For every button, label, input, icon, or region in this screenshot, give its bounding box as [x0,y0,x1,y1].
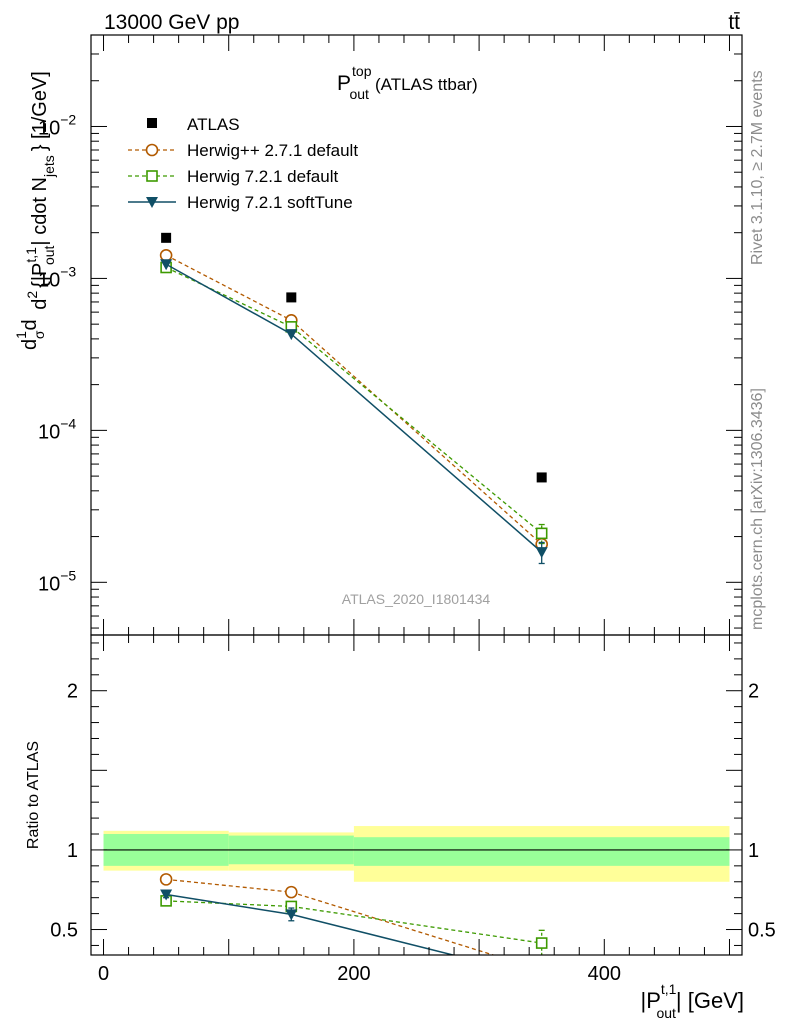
ratio-xtick-label: 200 [337,963,370,985]
legend-label-herwigpp: Herwig++ 2.7.1 default [187,141,358,160]
ratio-point-softtune [285,909,298,921]
main-ytick-label: 10−3 [38,263,76,291]
main-ytick-label: 10−5 [38,567,76,595]
main-point-atlas [536,472,547,483]
main-ylabel: d1 σd d2{|Pt,1 out| cdot Njets} [1/GeV] [13,71,57,350]
ratio-ytick-label-left: 2 [67,681,78,703]
ratio-point-herwig721 [535,937,548,949]
plot-title: Ptop out (ATLAS ttbar) [337,63,478,102]
ratio-line-herwig721 [166,900,542,944]
main-point-herwigpp [159,248,173,262]
ratio-ytick-label-right: 2 [748,681,759,703]
ratio-point-herwigpp [285,885,298,899]
ratio-ytick-label-right: 0.5 [748,920,776,942]
legend-marker-herwig721 [146,170,158,182]
legend-entry-atlas: ATLAS [147,115,240,134]
ratio-point-softtune [160,889,173,901]
rivet-label: Rivet 3.1.10, ≥ 2.7M events [749,70,766,265]
legend-marker-atlas [147,118,157,128]
main-ytick-label: 10−2 [38,111,76,139]
ratio-band-inner [353,837,730,866]
legend-label-softtune: Herwig 7.2.1 softTune [187,193,353,212]
ratio-panel: 0.5 0.5 1 1 2 2 0 200 400 Ratio to ATLAS |Pt,1 ou… [25,634,776,1021]
mcplots-label: mcplots.cern.ch [arXiv:1306.3436] [749,388,766,630]
x-axis-label: |Pt,1 out| [GeV] [640,981,744,1021]
header-left: 13000 GeV pp [104,11,239,34]
main-line-herwigpp [165,254,543,545]
main-point-atlas [286,292,297,303]
main-line-softtune [165,263,543,553]
ratio-ylabel: Ratio to ATLAS [25,741,42,849]
ratio-ytick-label-left: 1 [67,840,78,862]
main-point-atlas [161,232,172,243]
ratio-point-softtune [536,972,548,983]
main-point-softtune [285,329,298,341]
legend-entry-herwigpp: Herwig++ 2.7.1 default [128,141,358,160]
main-point-softtune [535,547,548,559]
header-right: tt̄ [728,11,740,34]
legend-entry-herwig721: Herwig 7.2.1 default [128,167,338,186]
legend-marker-softtune [146,197,158,208]
legend-label-atlas: ATLAS [187,115,240,134]
ratio-xtick-label: 0 [98,963,109,985]
legend: ATLAS Herwig++ 2.7.1 default Herwig 7.2.… [128,115,358,212]
legend-entry-softtune: Herwig 7.2.1 softTune [128,193,353,212]
main-point-herwig721 [535,527,548,540]
main-point-softtune [160,259,173,271]
ratio-point-herwigpp [536,965,547,976]
ratio-line-herwigpp [166,878,496,955]
main-panel: 10−2 10−3 10−4 10−5 Ptop out (ATLAS ttbar) AT… [13,34,743,636]
ratio-xtick-label: 400 [588,963,621,985]
main-ytick-label: 10−4 [38,415,76,443]
legend-label-herwig721: Herwig 7.2.1 default [187,167,338,186]
ratio-ytick-label-right: 1 [748,840,759,862]
legend-marker-herwigpp [145,143,159,157]
ratio-ytick-label-left: 0.5 [50,920,78,942]
analysis-watermark: ATLAS_2020_I1801434 [342,591,491,607]
ratio-point-herwigpp [159,873,173,886]
ratio-frame [90,634,743,956]
